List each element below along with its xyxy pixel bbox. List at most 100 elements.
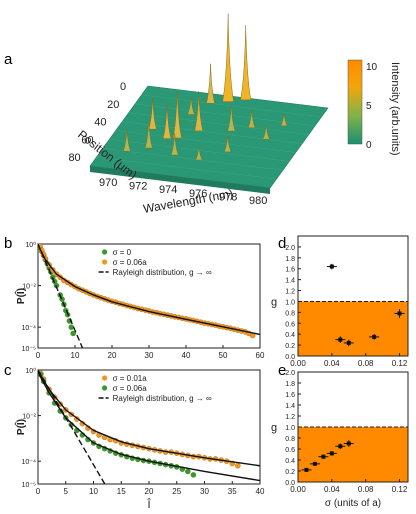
legend-label: Rayleigh distribution, g → ∞: [113, 394, 212, 403]
x-tick-label: 5: [64, 487, 69, 496]
x-tick-label: 20: [108, 351, 117, 360]
panel-letter-d: d: [278, 235, 286, 252]
surface-peak: [206, 63, 216, 104]
y-tick-label: 1.4: [285, 403, 295, 410]
panel-letter-b: b: [4, 235, 12, 252]
wavelength-tick-label: 976: [189, 188, 207, 200]
surface-peak: [280, 113, 288, 127]
surface-peak: [247, 110, 256, 128]
x-tick-label: 0.08: [358, 359, 374, 368]
surface-grid-line: [128, 112, 309, 135]
x-tick-label: 25: [172, 487, 181, 496]
data-point: [304, 467, 309, 472]
position-tick-label: 20: [107, 99, 119, 111]
surface-peak: [222, 13, 234, 102]
surface-peak: [227, 104, 236, 132]
y-tick-label: 10⁻²: [22, 284, 36, 291]
below-threshold-fill: [298, 427, 408, 482]
y-tick-label: 2.0: [285, 245, 295, 252]
legend-label: σ = 0.01a: [113, 374, 148, 383]
panel-letter-e: e: [278, 362, 286, 379]
panel-e-chart: 0.00 0.04 0.08 0.12 0.0 0.2 0.4 0.6 0.8 1.0 1.2 1.4…: [271, 370, 409, 509]
x-tick-label: 0.04: [324, 485, 340, 494]
below-threshold-fill: [298, 301, 408, 356]
data-point: [346, 441, 351, 446]
y-tick-label: 10⁰: [25, 367, 36, 375]
position-tick-label: 80: [68, 152, 80, 164]
y-tick-label: 1.6: [285, 392, 295, 399]
colorbar-tick-label: 5: [366, 101, 372, 112]
y-tick-label: 0.2: [285, 343, 295, 350]
y-tick-label: 10⁻⁵: [22, 346, 36, 353]
legend-label: σ = 0: [113, 248, 132, 257]
y-tick-label: 0.2: [285, 469, 295, 476]
y-tick-label: 0.0: [285, 354, 295, 361]
rayleigh-line: [38, 370, 106, 484]
x-tick-label: 0: [36, 351, 41, 360]
data-point: [235, 463, 241, 469]
data-point: [372, 334, 377, 339]
y-tick-label: 0.6: [285, 447, 295, 454]
x-axis-label: σ (units of a): [325, 498, 381, 509]
x-axis-label: Î: [146, 498, 151, 511]
panel-letter-c: c: [4, 362, 12, 379]
surface-peak: [195, 146, 203, 161]
colorbar: [347, 59, 363, 145]
x-tick-label: 30: [145, 351, 154, 360]
legend-marker: [102, 259, 108, 265]
wavelength-tick-label: 970: [99, 177, 117, 189]
data-point: [338, 337, 343, 342]
x-tick-label: 20: [145, 487, 154, 496]
panel-b-chart: 0 10 20 30 40 50 60 10⁰ 10⁻² 10⁻⁴ 10⁻⁵ P(Î) σ = 0σ =…: [14, 241, 265, 360]
x-tick-label: 50: [219, 351, 228, 360]
surface-peak: [122, 129, 131, 152]
x-tick-label: 10: [89, 487, 98, 496]
x-tick-label: 30: [200, 487, 209, 496]
y-axis-label: P(Î): [14, 288, 27, 304]
surface-grid-line: [96, 156, 277, 180]
x-tick-label: 35: [228, 487, 237, 496]
surface-peak: [240, 25, 252, 101]
plot-area: [38, 244, 260, 348]
y-axis-label: g: [271, 422, 277, 434]
y-tick-label: 2.0: [285, 370, 295, 377]
y-tick-label: 1.6: [285, 267, 295, 274]
panel-d-chart: 0.00 0.04 0.08 0.12 0.0 0.2 0.4 0.6 0.8 1.0 1.2 1.4…: [271, 235, 409, 368]
surface-front-edge: [90, 166, 270, 194]
fit-line: [38, 371, 260, 482]
position-tick-label: 0: [120, 81, 126, 93]
x-tick-label: 0: [36, 487, 41, 496]
colorbar-label: Intensity (arb.units): [389, 62, 401, 156]
surface-peak: [262, 125, 271, 140]
x-tick-label: 0.12: [392, 485, 408, 494]
x-tick-label: 40: [182, 351, 191, 360]
surface-peak: [172, 89, 182, 139]
colorbar-tick-label: 10: [366, 62, 378, 73]
x-tick-label: 60: [256, 351, 265, 360]
surface-peak: [148, 98, 157, 130]
wavelength-tick-label: 974: [159, 184, 177, 196]
y-tick-label: 0.6: [285, 321, 295, 328]
data-point: [190, 472, 197, 478]
x-tick-label: 0.00: [290, 485, 306, 494]
wavelength-tick-label: 972: [129, 181, 147, 193]
y-tick-label: 0.8: [285, 436, 295, 443]
y-axis-label: P(Î): [14, 419, 27, 435]
y-tick-label: 0.4: [285, 458, 295, 465]
data-point: [329, 451, 334, 456]
data-point: [397, 311, 402, 316]
y-tick-label: 1.8: [285, 381, 295, 388]
x-tick-label: 10: [71, 351, 80, 360]
colorbar-tick-label: 0: [366, 140, 372, 151]
surface-grid-line: [102, 147, 283, 171]
y-tick-label: 0.0: [285, 480, 295, 487]
y-tick-label: 0.4: [285, 332, 295, 339]
panel-letter-a: a: [4, 51, 13, 68]
position-tick-label: 60: [81, 134, 93, 146]
x-tick-label: 0.08: [358, 485, 374, 494]
surface-peak: [187, 96, 195, 115]
y-tick-label: 1.8: [285, 256, 295, 263]
surface-peak: [162, 103, 172, 139]
